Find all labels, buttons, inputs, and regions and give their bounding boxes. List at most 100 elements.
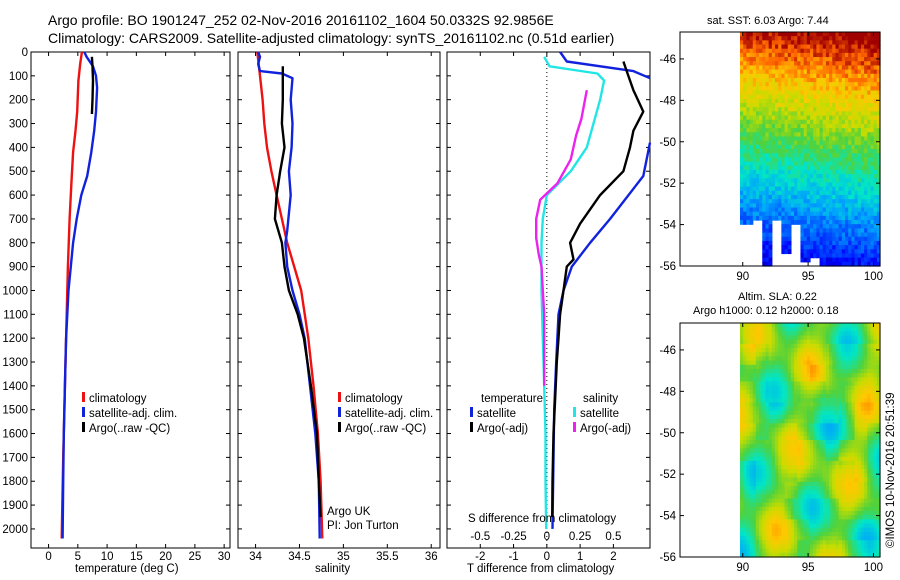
map-cell <box>781 427 786 433</box>
map-cell <box>816 253 821 259</box>
map-cell <box>743 456 747 462</box>
map-cell <box>816 236 821 242</box>
map-cell <box>873 194 878 200</box>
map-cell <box>743 473 747 479</box>
map-cell <box>867 40 872 46</box>
map-cell <box>794 174 798 179</box>
map-cell <box>810 199 814 204</box>
map-cell <box>765 444 770 449</box>
map-cell <box>778 364 782 370</box>
map-cell <box>794 32 798 37</box>
map-cell <box>832 178 837 184</box>
map-cell <box>790 73 795 79</box>
map-cell <box>768 40 773 46</box>
map-cell <box>781 98 786 104</box>
map-cell <box>841 544 846 550</box>
map-cell <box>841 178 846 184</box>
map-cell <box>784 86 789 92</box>
map-cell <box>749 527 754 533</box>
map-cell <box>819 153 824 158</box>
map-cell <box>851 119 856 125</box>
map-cell <box>870 498 875 504</box>
map-cell <box>746 477 751 483</box>
map-cell <box>848 190 852 196</box>
map-cell <box>816 136 821 142</box>
map-cell <box>813 232 817 238</box>
map-cell <box>876 540 881 546</box>
map-cell <box>775 523 779 529</box>
map-cell <box>790 481 795 487</box>
map-cell <box>740 536 744 541</box>
map-cell <box>743 352 747 358</box>
map-cell <box>787 419 792 424</box>
map-cell <box>743 111 747 117</box>
map-cell <box>755 123 760 129</box>
map-cell <box>822 199 827 204</box>
map-cell <box>806 199 811 204</box>
map-cell <box>822 207 827 213</box>
map-cell <box>835 165 840 171</box>
map-cell <box>841 245 846 250</box>
map-cell <box>838 236 843 242</box>
map-cell <box>819 339 824 345</box>
map-cell <box>743 423 747 429</box>
legend-label: Argo(-adj) <box>477 423 529 435</box>
map-cell <box>810 485 814 491</box>
map-cell <box>870 490 875 495</box>
map-cell <box>794 494 798 500</box>
map-cell <box>784 364 789 370</box>
map-cell <box>854 103 859 108</box>
map-cell <box>765 203 770 209</box>
map-cell <box>857 339 862 345</box>
map-cell <box>810 440 814 445</box>
map-cell <box>873 69 878 75</box>
map-cell <box>838 215 843 221</box>
map-cell <box>860 373 865 378</box>
map-cell <box>851 481 856 487</box>
map-cell <box>781 343 786 349</box>
map-cell <box>740 186 744 192</box>
map-cell <box>806 498 811 504</box>
map-cell <box>800 352 805 358</box>
map-cell <box>822 182 827 188</box>
map-cell <box>755 368 760 374</box>
map-cell <box>794 423 798 429</box>
map-cell <box>822 90 827 96</box>
map-cell <box>749 494 754 500</box>
map-cell <box>819 377 824 383</box>
map-cell <box>790 381 795 387</box>
map-cell <box>768 506 773 512</box>
map-cell <box>762 536 767 541</box>
map-cell <box>810 253 814 259</box>
map-cell <box>816 460 821 466</box>
map-cell <box>864 65 868 71</box>
map-cell <box>851 32 856 37</box>
map-cell <box>822 485 827 491</box>
map-cell <box>746 540 751 546</box>
map-cell <box>781 431 786 437</box>
map-cell <box>825 410 830 416</box>
map-cell <box>819 460 824 466</box>
map-cell <box>762 65 767 71</box>
map-cell <box>845 165 849 171</box>
map-cell <box>825 398 830 403</box>
map-cell <box>778 339 782 345</box>
map-cell <box>743 211 747 217</box>
map-cell <box>752 423 757 429</box>
map-cell <box>822 385 827 391</box>
map-cell <box>771 86 776 92</box>
map-cell <box>755 460 760 466</box>
map-cell <box>832 232 837 238</box>
map-cell <box>845 394 849 399</box>
map-cell <box>797 427 802 433</box>
map-cell <box>867 435 872 441</box>
map-cell <box>876 419 881 424</box>
map-cell <box>787 414 792 420</box>
map-cell <box>806 111 811 117</box>
map-cell <box>768 211 773 217</box>
map-cell <box>870 211 875 217</box>
map-cell <box>825 527 830 533</box>
map-cell <box>803 398 808 403</box>
map-cell <box>749 140 754 146</box>
map-cell <box>867 44 872 50</box>
